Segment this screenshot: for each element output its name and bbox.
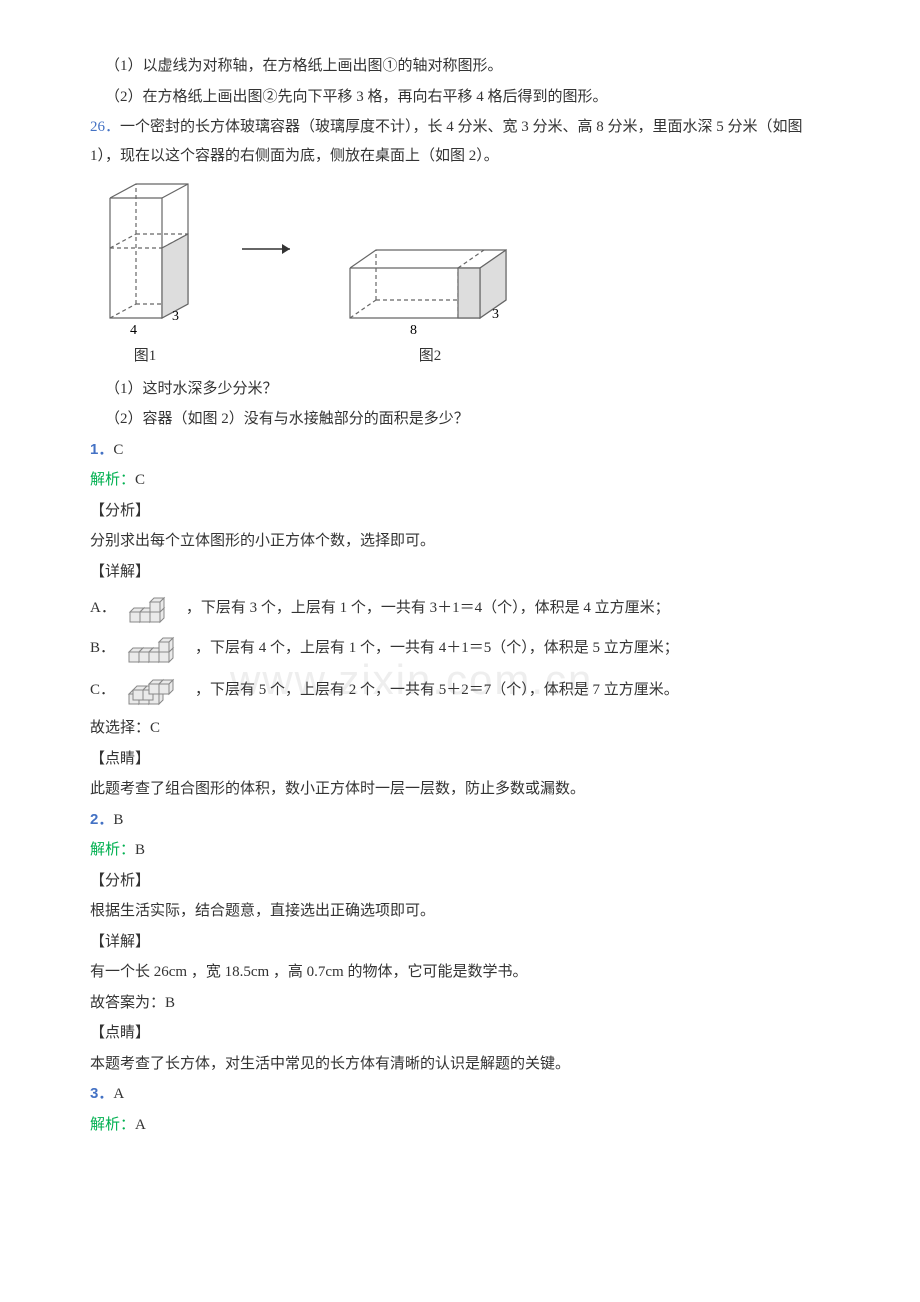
cubes-B-icon [123, 630, 187, 666]
fig2-caption: 图2 [419, 342, 442, 371]
a3-number: 3． [90, 1085, 113, 1102]
svg-text:8: 8 [410, 323, 417, 338]
arrow-icon [240, 234, 300, 264]
a1-dianjing: 此题考查了组合图形的体积，数小正方体时一层一层数，防止多数或漏数。 [90, 775, 830, 804]
a2-xiangjie: 有一个长 26cm ，宽 18.5cm ，高 0.7cm 的物体，它可能是数学书… [90, 958, 830, 987]
a1-dianjing-label: 【点睛】 [90, 745, 830, 774]
a3-jiexi: 解析：A [90, 1111, 830, 1140]
a1-fenxi: 分别求出每个立体图形的小正方体个数，选择即可。 [90, 527, 830, 556]
a2-number: 2． [90, 811, 113, 828]
cubes-A-icon [124, 590, 178, 626]
a1-answer: C [113, 442, 123, 458]
optC-text: ，下层有 5 个，上层有 2 个，一共有 5＋2＝7（个），体积是 7 立方厘米… [195, 676, 679, 705]
q26-sub1: （1）这时水深多少分米？ [90, 375, 830, 404]
a1-optB: B． ，下层有 4 个，上层有 1 个，一共有 4＋1＝5（个），体积是 5 立… [90, 630, 830, 666]
q26-stem: 26．一个密封的长方体玻璃容器（玻璃厚度不计），长 4 分米、宽 3 分米、高 … [90, 113, 830, 170]
cuboid-fig2-icon: 8 3 [340, 238, 520, 338]
svg-text:3: 3 [172, 309, 179, 324]
a2-fenxi-label: 【分析】 [90, 867, 830, 896]
a2-answer: B [113, 812, 123, 828]
q25-sub2: （2）在方格纸上画出图②先向下平移 3 格，再向右平移 4 格后得到的图形。 [90, 83, 830, 112]
a3-jiexi-text: A [135, 1117, 146, 1133]
a1-optA: A． ，下层有 3 个，上层有 1 个，一共有 3＋1＝4（个），体积是 4 立… [90, 590, 830, 626]
a2-guxuan: 故答案为：B [90, 989, 830, 1018]
optB-label: B． [90, 634, 115, 663]
a3-answer: A [113, 1086, 124, 1102]
a1-header: 1．C [90, 436, 830, 465]
q26-stem-text: 一个密封的长方体玻璃容器（玻璃厚度不计），长 4 分米、宽 3 分米、高 8 分… [90, 119, 803, 164]
optA-label: A． [90, 594, 116, 623]
a1-fenxi-label: 【分析】 [90, 497, 830, 526]
a1-optC: C． ，下层有 5 个，上层有 2 个，一共有 5＋2＝7（个），体积是 7 立… [90, 670, 830, 710]
cubes-C-icon [123, 670, 187, 710]
q25-sub1: （1）以虚线为对称轴，在方格纸上画出图①的轴对称图形。 [90, 52, 830, 81]
optA-text: ，下层有 3 个，上层有 1 个，一共有 3＋1＝4（个），体积是 4 立方厘米… [186, 594, 670, 623]
jiexi-label: 解析： [90, 842, 135, 858]
jiexi-label: 解析： [90, 472, 135, 488]
q26-fig1-block: 4 3 图1 [90, 178, 200, 371]
a2-xiangjie-label: 【详解】 [90, 928, 830, 957]
a2-jiexi: 解析：B [90, 836, 830, 865]
a3-header: 3．A [90, 1080, 830, 1109]
q26-fig2-block: 8 3 图2 [340, 238, 520, 371]
svg-text:4: 4 [130, 323, 137, 338]
fig1-caption: 图1 [134, 342, 157, 371]
q26-number: 26． [90, 119, 120, 135]
q26-figures: 4 3 图1 [90, 178, 830, 371]
a1-jiexi: 解析：C [90, 466, 830, 495]
a2-dianjing-label: 【点睛】 [90, 1019, 830, 1048]
a1-number: 1． [90, 441, 113, 458]
optC-label: C． [90, 676, 115, 705]
a2-header: 2．B [90, 806, 830, 835]
a1-xiangjie-label: 【详解】 [90, 558, 830, 587]
jiexi-label: 解析： [90, 1117, 135, 1133]
a2-jiexi-text: B [135, 842, 145, 858]
a1-jiexi-text: C [135, 472, 145, 488]
optB-text: ，下层有 4 个，上层有 1 个，一共有 4＋1＝5（个），体积是 5 立方厘米… [195, 634, 679, 663]
a2-fenxi: 根据生活实际，结合题意，直接选出正确选项即可。 [90, 897, 830, 926]
a1-guxuan: 故选择：C [90, 714, 830, 743]
a2-dianjing: 本题考查了长方体，对生活中常见的长方体有清晰的认识是解题的关键。 [90, 1050, 830, 1079]
q26-sub2: （2）容器（如图 2）没有与水接触部分的面积是多少？ [90, 405, 830, 434]
svg-text:3: 3 [492, 307, 499, 322]
cuboid-fig1-icon: 4 3 [90, 178, 200, 338]
